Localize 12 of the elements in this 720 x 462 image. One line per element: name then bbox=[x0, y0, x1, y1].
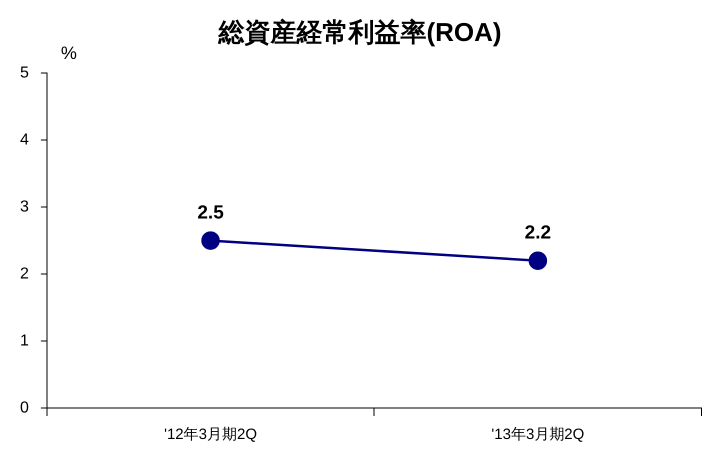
y-tick-label: 4 bbox=[20, 132, 29, 149]
chart-title: 総資産経常利益率(ROA) bbox=[217, 16, 502, 47]
y-tick-label: 3 bbox=[20, 198, 29, 216]
x-tick-label: '12年3月期2Q bbox=[164, 426, 257, 444]
data-label: 2.2 bbox=[524, 222, 552, 244]
y-axis-title: % bbox=[60, 43, 77, 64]
y-tick-label: 1 bbox=[20, 332, 29, 350]
y-tick-label: 0 bbox=[20, 399, 29, 416]
data-label: 2.5 bbox=[197, 202, 224, 224]
y-tick-label: 2 bbox=[20, 265, 29, 282]
y-tick-label: 5 bbox=[20, 64, 29, 82]
x-tick-label: '13年3月期2Q bbox=[491, 426, 584, 444]
